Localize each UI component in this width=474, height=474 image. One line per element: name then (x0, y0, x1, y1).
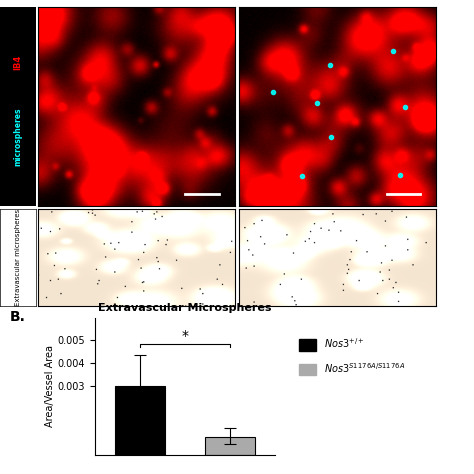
Bar (115, 386, 164, 455)
Text: *: * (182, 329, 188, 343)
Y-axis label: Area/Vessel Area: Area/Vessel Area (45, 346, 55, 427)
Text: Extravascular microspheres: Extravascular microspheres (15, 209, 21, 306)
Title: Extravascular Microspheres: Extravascular Microspheres (98, 302, 272, 313)
Text: B.: B. (9, 310, 25, 325)
Text: microspheres: microspheres (13, 107, 22, 166)
Bar (205, 437, 255, 455)
Text: IB4: IB4 (13, 55, 22, 71)
Legend: $Nos3^{+/+}$, $Nos3^{S1176A/S1176A}$: $Nos3^{+/+}$, $Nos3^{S1176A/S1176A}$ (299, 337, 405, 375)
